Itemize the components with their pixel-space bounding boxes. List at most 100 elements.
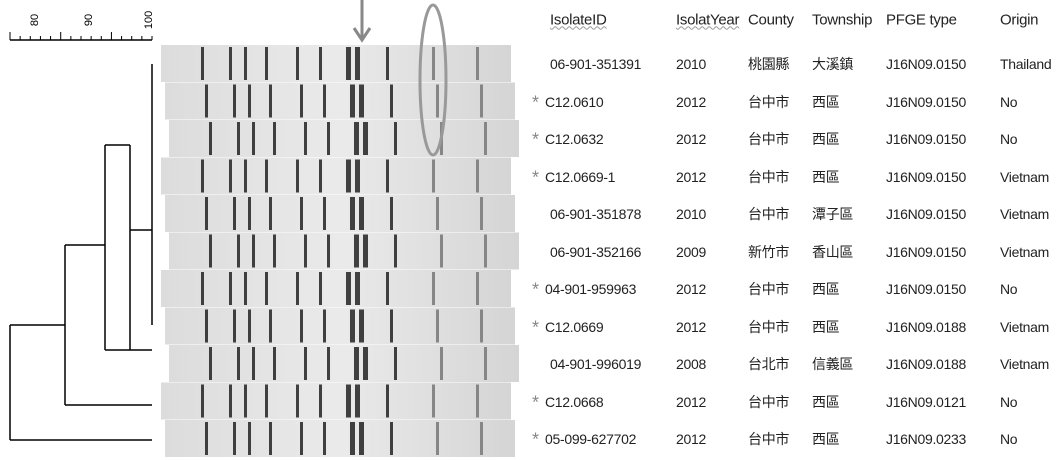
- gel-band: [436, 197, 439, 230]
- gel-band: [296, 272, 299, 305]
- table-cell: 06-901-351878: [550, 206, 641, 222]
- gel-band: [201, 385, 204, 418]
- gel-band: [233, 85, 236, 118]
- gel-band: [346, 47, 351, 80]
- gel-band: [355, 272, 360, 305]
- gel-band: [244, 47, 247, 80]
- table-cell: 信義區: [812, 354, 853, 374]
- gel-band: [304, 347, 307, 380]
- table-cell: 2012: [676, 281, 706, 297]
- table-cell: 台中市: [748, 429, 789, 449]
- table-cell: No: [1000, 431, 1017, 447]
- gel-lane: [161, 383, 511, 420]
- gel-band: [327, 235, 330, 268]
- gel-lane: [169, 120, 519, 157]
- table-cell: J16N09.0233: [886, 431, 966, 447]
- gel-band: [323, 310, 326, 343]
- gel-band: [355, 160, 360, 193]
- gel-band: [346, 272, 351, 305]
- table-cell: J16N09.0150: [886, 281, 966, 297]
- table-cell: 2010: [676, 206, 706, 222]
- table-cell: 2012: [676, 319, 706, 335]
- table-cell: 桃園縣: [748, 54, 789, 74]
- column-header: IsolateID: [550, 12, 607, 29]
- table-cell: J16N09.0188: [886, 319, 966, 335]
- table-cell: Vietnam: [1000, 206, 1049, 222]
- gel-band: [209, 235, 212, 268]
- gel-band: [296, 160, 299, 193]
- table-cell: 06-901-351391: [550, 56, 641, 72]
- table-cell: 2012: [676, 431, 706, 447]
- gel-band: [248, 85, 251, 118]
- row-flag: *: [532, 280, 539, 301]
- table-cell: 西區: [812, 279, 839, 299]
- gel-band: [350, 85, 355, 118]
- gel-band: [363, 347, 368, 380]
- gel-band: [386, 47, 389, 80]
- gel-band: [354, 347, 359, 380]
- table-cell: 西區: [812, 129, 839, 149]
- table-cell: J16N09.0150: [886, 56, 966, 72]
- gel-band: [354, 235, 359, 268]
- table-cell: Vietnam: [1000, 356, 1049, 372]
- gel-band: [354, 122, 359, 155]
- table-cell: 台中市: [748, 392, 789, 412]
- table-cell: 台中市: [748, 129, 789, 149]
- gel-band: [350, 197, 355, 230]
- gel-band: [269, 422, 272, 455]
- gel-band: [229, 160, 232, 193]
- row-flag: *: [532, 92, 539, 113]
- gel-band: [476, 272, 479, 305]
- gel-band: [205, 197, 208, 230]
- table-cell: 新竹市: [748, 242, 789, 262]
- gel-band: [484, 347, 487, 380]
- gel-band: [359, 422, 364, 455]
- gel-band: [346, 160, 351, 193]
- row-flag: *: [532, 430, 539, 451]
- table-cell: No: [1000, 394, 1017, 410]
- gel-band: [436, 310, 439, 343]
- gel-lane: [169, 233, 519, 270]
- gel-band: [386, 385, 389, 418]
- gel-band: [248, 197, 251, 230]
- gel-band: [201, 160, 204, 193]
- gel-band: [209, 347, 212, 380]
- gel-band: [432, 47, 435, 80]
- gel-band: [386, 272, 389, 305]
- gel-lane: [161, 270, 511, 307]
- gel-band: [244, 160, 247, 193]
- gel-lane: [165, 308, 515, 345]
- gel-band: [359, 310, 364, 343]
- gel-band: [363, 235, 368, 268]
- gel-band: [300, 197, 303, 230]
- table-cell: 04-901-959963: [545, 281, 636, 297]
- scale-ticks: [10, 32, 152, 40]
- gel-image: [161, 45, 519, 457]
- table-cell: Thailand: [1000, 56, 1051, 72]
- table-cell: 西區: [812, 92, 839, 112]
- gel-band: [359, 197, 364, 230]
- gel-band: [205, 310, 208, 343]
- gel-band: [350, 422, 355, 455]
- table-cell: 05-099-627702: [545, 431, 636, 447]
- gel-band: [237, 235, 240, 268]
- gel-band: [390, 85, 393, 118]
- column-header: PFGE type: [886, 12, 957, 29]
- gel-band: [390, 197, 393, 230]
- gel-band: [233, 422, 236, 455]
- gel-band: [304, 235, 307, 268]
- table-cell: 04-901-996019: [550, 356, 641, 372]
- table-cell: 2010: [676, 56, 706, 72]
- gel-band: [252, 122, 255, 155]
- gel-band: [480, 422, 483, 455]
- gel-band: [201, 272, 204, 305]
- row-flag: *: [532, 317, 539, 338]
- gel-band: [390, 310, 393, 343]
- table-cell: 06-901-352166: [550, 244, 641, 260]
- gel-band: [237, 347, 240, 380]
- gel-lane: [161, 45, 511, 82]
- gel-band: [296, 47, 299, 80]
- gel-band: [350, 310, 355, 343]
- gel-band: [229, 47, 232, 80]
- gel-lane: [161, 158, 511, 195]
